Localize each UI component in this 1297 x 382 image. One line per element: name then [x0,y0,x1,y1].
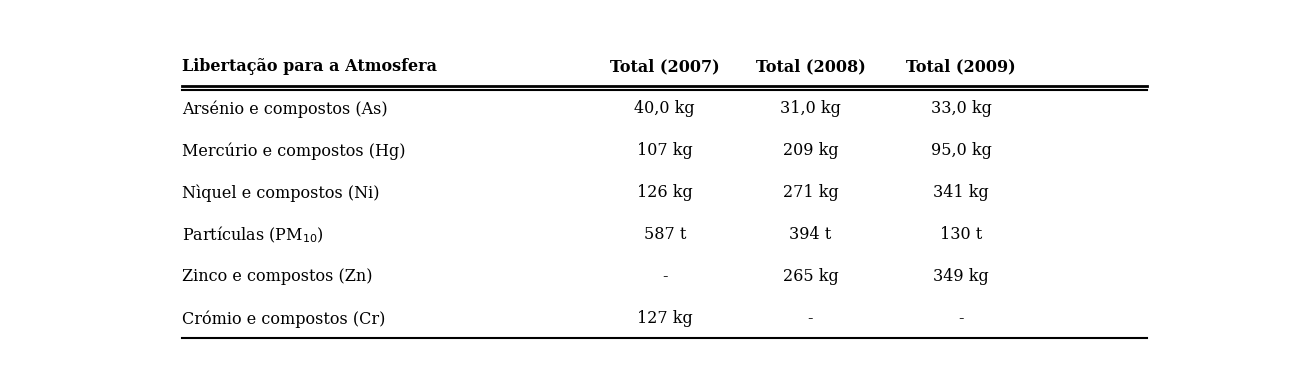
Text: 127 kg: 127 kg [637,311,693,327]
Text: 271 kg: 271 kg [782,185,838,201]
Text: -: - [661,269,668,285]
Text: 31,0 kg: 31,0 kg [779,100,840,117]
Text: Libertação para a Atmosfera: Libertação para a Atmosfera [182,58,437,75]
Text: 209 kg: 209 kg [782,142,838,159]
Text: Total (2008): Total (2008) [756,58,865,75]
Text: Arsénio e compostos (As): Arsénio e compostos (As) [182,100,388,118]
Text: 126 kg: 126 kg [637,185,693,201]
Text: 40,0 kg: 40,0 kg [634,100,695,117]
Text: 95,0 kg: 95,0 kg [931,142,992,159]
Text: Crómio e compostos (Cr): Crómio e compostos (Cr) [182,310,385,328]
Text: Total (2007): Total (2007) [610,58,720,75]
Text: -: - [808,311,813,327]
Text: 265 kg: 265 kg [782,269,838,285]
Text: Total (2009): Total (2009) [907,58,1016,75]
Text: 107 kg: 107 kg [637,142,693,159]
Text: 33,0 kg: 33,0 kg [931,100,992,117]
Text: Zinco e compostos (Zn): Zinco e compostos (Zn) [182,269,372,285]
Text: 394 t: 394 t [790,227,831,243]
Text: 341 kg: 341 kg [934,185,990,201]
Text: 130 t: 130 t [940,227,982,243]
Text: 587 t: 587 t [643,227,686,243]
Text: Nìquel e compostos (Ni): Nìquel e compostos (Ni) [182,184,380,202]
Text: Mercúrio e compostos (Hg): Mercúrio e compostos (Hg) [182,142,406,160]
Text: -: - [958,311,964,327]
Text: Partículas (PM$_{10}$): Partículas (PM$_{10}$) [182,225,324,245]
Text: 349 kg: 349 kg [934,269,990,285]
